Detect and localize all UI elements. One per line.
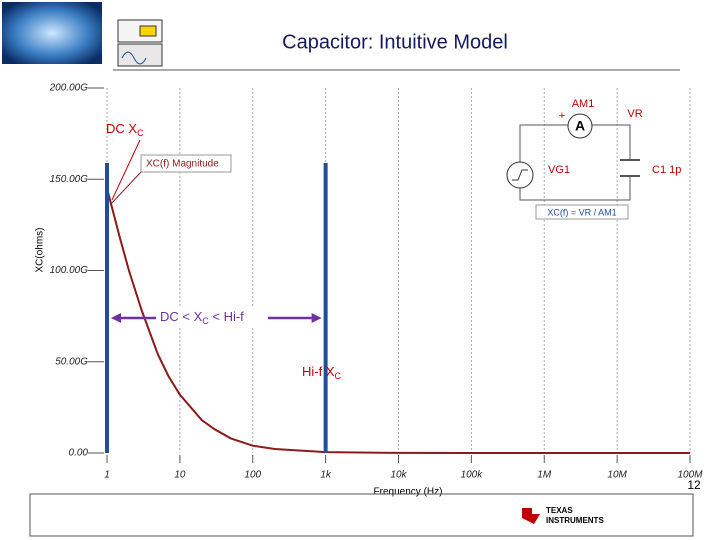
slide-title: Capacitor: Intuitive Model	[282, 31, 508, 53]
ammeter-label: AM1	[572, 98, 595, 110]
x-tick-label: 100	[244, 470, 261, 481]
plot: 1 10 100 1k 10k 100k 1M 10M 100M 0.00 50.00G 100.00…	[49, 83, 704, 481]
annotation-part: < Hi-f	[209, 309, 244, 324]
x-tick-label: 100M	[677, 470, 703, 481]
x-tick-label: 10	[174, 470, 186, 481]
y-axis-label: XC(ohms)	[35, 227, 46, 272]
annotation: DC XC	[106, 121, 144, 138]
annotation-part: C	[202, 316, 209, 326]
y-tick-label: 200.00G	[49, 83, 89, 94]
formula: XC(f) = VR / AM1	[547, 207, 616, 217]
x-tick-label: 1M	[537, 470, 552, 481]
logo-text: INSTRUMENTS	[546, 516, 604, 525]
annotation: Hi-f XC	[302, 364, 342, 381]
y-tick-label: 100.00G	[50, 265, 89, 276]
plus-sign: +	[559, 110, 565, 122]
x-tick-label: 1	[104, 470, 110, 481]
capacitor-label: C1 1p	[652, 164, 681, 176]
page-number: 12	[687, 478, 701, 492]
arrow-head	[311, 313, 322, 323]
formula-box	[535, 204, 629, 220]
wire	[519, 124, 631, 201]
header-image	[2, 2, 102, 64]
voltmeter-label: VR	[627, 108, 642, 120]
annotation-bg	[156, 308, 268, 328]
x-axis-label: Frequency (Hz)	[374, 487, 443, 498]
ammeter	[567, 113, 593, 139]
header-icons	[117, 19, 163, 67]
annotation-part: DC X	[106, 121, 137, 136]
arrow-head	[111, 313, 121, 323]
source-label: VG1	[548, 164, 570, 176]
x-tick-label: 10k	[390, 470, 407, 481]
annotation: DC < XC < Hi-f	[160, 309, 244, 326]
series-line	[106, 188, 690, 454]
y-tick-label: 0.00	[69, 448, 89, 459]
x-tick-label: 1k	[320, 470, 332, 481]
annotation-part: C	[335, 371, 342, 381]
annotation-part: Hi-f X	[302, 364, 335, 379]
circuit: A + AM1 VR VG1 C1 1p XC(f) = VR / AM1	[506, 98, 681, 220]
legend: XC(f) Magnitude	[109, 154, 232, 206]
x-tick-label: 10M	[607, 470, 627, 481]
annotation-part: C	[137, 128, 144, 138]
legend-box	[140, 154, 232, 173]
annotation-pointer	[111, 139, 141, 201]
legend-pointer	[109, 171, 142, 206]
source-symbol	[512, 169, 528, 181]
y-tick-label: 150.00G	[50, 174, 89, 185]
annotation-part: DC < X	[160, 309, 203, 324]
y-tick-label: 50.00G	[55, 356, 88, 367]
legend-label: XC(f) Magnitude	[146, 159, 219, 170]
logo-text: TEXAS	[546, 506, 573, 515]
ammeter-symbol: A	[575, 118, 585, 134]
footer-box	[29, 493, 694, 537]
x-tick-label: 100k	[461, 470, 484, 481]
logo-mark	[522, 508, 540, 524]
